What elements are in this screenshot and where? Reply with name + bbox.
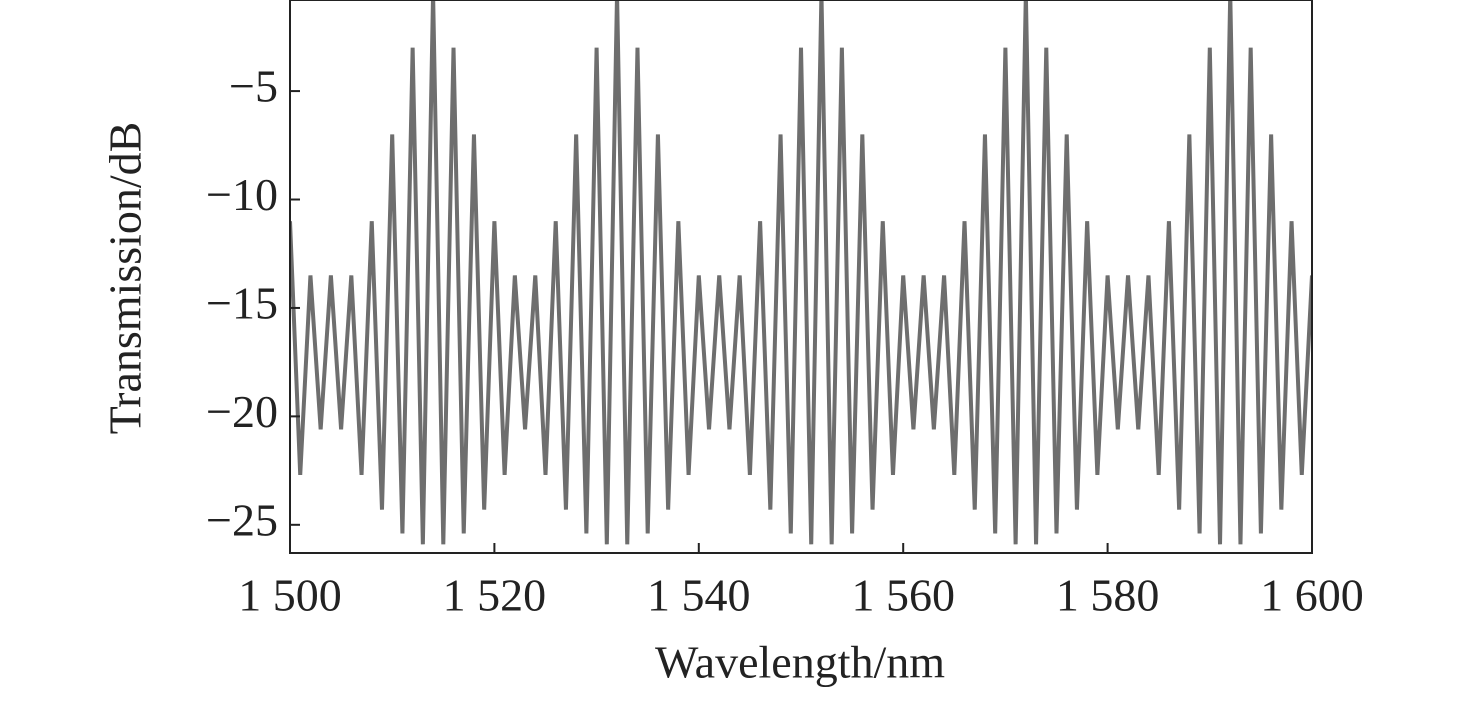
x-tick-label: 1 500 <box>238 570 342 621</box>
x-tick-label: 1 540 <box>647 570 751 621</box>
plot-frame <box>289 0 1313 554</box>
x-tick-label: 1 580 <box>1056 570 1160 621</box>
y-tick-label: −10 <box>206 169 278 220</box>
y-tick-label: −20 <box>206 386 278 437</box>
y-tick-label: −25 <box>206 494 278 545</box>
y-tick-label: −5 <box>229 61 278 112</box>
x-tick-label: 1 520 <box>443 570 547 621</box>
x-axis-label: Wavelength/nm <box>655 637 945 688</box>
y-axis-label: Transmission/dB <box>100 122 151 435</box>
x-tick-label: 1 560 <box>851 570 955 621</box>
x-tick-label: 1 600 <box>1260 570 1364 621</box>
y-tick-label: −15 <box>206 278 278 329</box>
spectrum-line <box>290 0 1312 545</box>
